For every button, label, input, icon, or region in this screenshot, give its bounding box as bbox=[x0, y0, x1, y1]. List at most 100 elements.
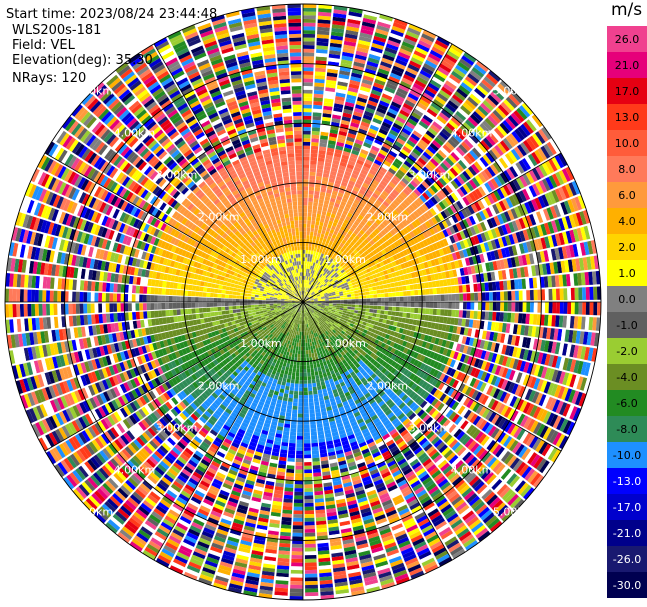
radar-cell bbox=[483, 340, 489, 350]
radar-cell bbox=[313, 348, 317, 353]
radar-cell bbox=[303, 346, 306, 351]
radar-cell bbox=[434, 323, 440, 330]
radar-cell bbox=[310, 349, 314, 354]
radar-cell bbox=[303, 212, 307, 217]
radar-cell bbox=[520, 267, 526, 278]
radar-cell bbox=[479, 339, 486, 349]
radar-cell bbox=[482, 120, 493, 132]
radar-cell bbox=[313, 303, 318, 305]
radar-cell bbox=[318, 202, 324, 208]
radar-cell bbox=[365, 175, 373, 183]
radar-cell bbox=[587, 240, 594, 255]
radar-cell bbox=[381, 297, 385, 302]
radar-cell bbox=[349, 241, 355, 247]
radar-cell bbox=[417, 308, 422, 314]
radar-cell bbox=[340, 275, 345, 280]
radar-cell bbox=[332, 303, 337, 306]
radar-cell bbox=[303, 15, 316, 20]
radar-cell bbox=[378, 331, 383, 337]
radar-cell bbox=[412, 236, 419, 244]
radar-cell bbox=[482, 209, 490, 219]
radar-cell bbox=[304, 443, 311, 448]
radar-cell bbox=[354, 322, 359, 326]
radar-cell bbox=[313, 258, 317, 263]
radar-cell bbox=[538, 164, 548, 177]
radar-cell bbox=[358, 320, 364, 325]
radar-cell bbox=[526, 137, 537, 151]
radar-cell bbox=[321, 124, 330, 129]
radar-cell bbox=[303, 153, 310, 157]
radar-cell bbox=[497, 237, 505, 248]
radar-cell bbox=[350, 153, 358, 159]
radar-cell bbox=[375, 199, 382, 206]
radar-cell bbox=[416, 197, 424, 205]
radar-cell bbox=[582, 257, 588, 271]
radar-cell bbox=[305, 573, 318, 578]
radar-cell bbox=[372, 264, 378, 270]
radar-cell bbox=[381, 236, 387, 243]
radar-cell bbox=[304, 525, 315, 530]
radar-cell bbox=[408, 168, 417, 177]
radar-cell bbox=[535, 131, 546, 144]
radar-cell bbox=[432, 288, 437, 295]
radar-cell bbox=[360, 274, 366, 279]
radar-cell bbox=[349, 276, 354, 281]
radar-cell bbox=[569, 244, 575, 258]
radar-cell bbox=[573, 316, 579, 329]
radar-cell bbox=[319, 278, 323, 283]
radar-cell bbox=[330, 170, 337, 176]
radar-cell bbox=[437, 66, 450, 76]
radar-cell bbox=[307, 292, 310, 296]
radar-cell bbox=[362, 298, 367, 302]
radar-cell bbox=[519, 348, 526, 360]
radar-cell bbox=[363, 162, 372, 169]
radar-cell bbox=[286, 408, 292, 414]
radar-cell bbox=[344, 315, 350, 319]
radar-cell bbox=[501, 344, 507, 355]
radar-cell bbox=[310, 227, 315, 232]
radar-cell bbox=[551, 315, 556, 327]
radar-cell bbox=[473, 161, 483, 172]
radar-cell bbox=[399, 109, 410, 118]
radar-cell bbox=[336, 303, 341, 306]
radar-cell bbox=[311, 286, 315, 291]
radar-cell bbox=[420, 314, 426, 321]
radar-cell bbox=[378, 206, 385, 213]
radar-cell bbox=[303, 220, 307, 224]
radar-cell bbox=[523, 266, 529, 277]
radar-cell bbox=[327, 261, 332, 266]
radar-cell bbox=[373, 212, 380, 219]
radar-cell bbox=[373, 176, 382, 183]
radar-cell bbox=[348, 11, 363, 18]
radar-cell bbox=[471, 130, 482, 142]
radar-cell bbox=[334, 288, 339, 292]
radar-cell bbox=[304, 264, 307, 269]
radar-cell bbox=[434, 337, 440, 345]
radar-cell bbox=[386, 170, 394, 178]
radar-cell bbox=[332, 159, 340, 165]
radar-cell bbox=[399, 229, 406, 237]
radar-cell bbox=[472, 319, 478, 329]
radar-cell bbox=[303, 383, 308, 388]
radar-cell bbox=[333, 156, 341, 162]
radar-cell bbox=[360, 314, 365, 318]
radar-cell bbox=[326, 252, 331, 257]
radar-cell bbox=[443, 309, 449, 317]
radar-cell bbox=[455, 343, 462, 352]
radar-cell bbox=[332, 285, 337, 289]
radar-cell bbox=[492, 332, 498, 342]
radar-cell bbox=[326, 212, 332, 217]
radar-cell bbox=[453, 360, 460, 370]
radar-cell bbox=[313, 363, 317, 369]
radar-cell bbox=[369, 169, 377, 176]
radar-cell bbox=[495, 281, 501, 291]
radar-cell bbox=[310, 164, 317, 169]
radar-cell bbox=[502, 170, 512, 182]
radar-cell bbox=[466, 293, 471, 301]
radar-cell bbox=[468, 192, 477, 202]
radar-cell bbox=[403, 242, 409, 249]
radar-cell bbox=[303, 145, 310, 150]
radar-cell bbox=[340, 158, 348, 164]
radar-cell bbox=[309, 402, 314, 407]
radar-cell bbox=[327, 235, 332, 241]
